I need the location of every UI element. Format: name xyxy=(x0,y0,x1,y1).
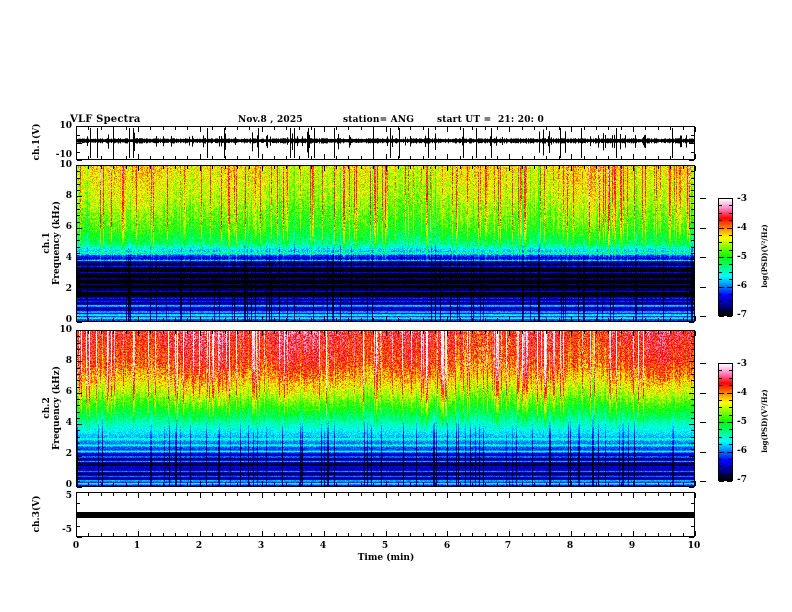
colorbar-ch1 xyxy=(718,198,733,316)
ch1-waveform-trace xyxy=(77,127,694,159)
xtick-7: 7 xyxy=(504,541,512,551)
colorbar-ch1-tick--4: -4 xyxy=(737,223,747,233)
colorbar-ch2-tick--5: -5 xyxy=(737,417,747,427)
ch1-spec-ytick-4: 4 xyxy=(65,253,72,263)
colorbar-ch1-tick--6: -6 xyxy=(737,281,747,291)
xtick-8: 8 xyxy=(566,541,574,551)
xtick-5: 5 xyxy=(381,541,389,551)
xtick-0: 0 xyxy=(72,541,80,551)
ch1-ytick-bottom: -10 xyxy=(55,150,72,160)
colorbar-ch2-tick--7: -7 xyxy=(737,475,747,485)
figure-title: VLF Spectra xyxy=(70,114,141,125)
colorbar-ch1-gradient xyxy=(719,199,732,315)
ch1-spec-ytick-0: 0 xyxy=(65,315,72,325)
ch3-ytick-bottom: -5 xyxy=(62,525,72,535)
xtick-10: 10 xyxy=(687,541,701,551)
ch3-waveform-axis-title: ch.3(V) xyxy=(32,495,42,533)
ch2-spec-ytick-2: 2 xyxy=(65,449,72,459)
station-label: station= ANG xyxy=(343,115,415,125)
xtick-1: 1 xyxy=(133,541,141,551)
colorbar-ch1-tick--3: -3 xyxy=(737,194,747,204)
colorbar-ch2-tick--6: -6 xyxy=(737,446,747,456)
ch2-spectrogram-image xyxy=(77,331,694,486)
ch3-ytick-top: 5 xyxy=(65,491,72,501)
ch1-waveform-axis-title: ch.1(V) xyxy=(32,123,42,161)
ch1-spec-ytick-2: 2 xyxy=(65,284,72,294)
ch1-spec-ytick-10: 10 xyxy=(59,160,72,170)
ch1-spectrogram-axis-title-line2: Frequency (kHz) xyxy=(52,201,62,286)
ch2-spec-ytick-4: 4 xyxy=(65,418,72,428)
colorbar-ch2-gradient xyxy=(719,364,732,480)
panel-ch1-waveform xyxy=(76,126,695,160)
ch2-spec-ytick-6: 6 xyxy=(65,387,72,397)
colorbar-ch1-label: log(PSD)(V²/Hz) xyxy=(760,224,769,288)
ch1-spec-ytick-8: 8 xyxy=(65,191,72,201)
ch3-waveform-trace xyxy=(77,493,694,536)
colorbar-ch2-tick--3: -3 xyxy=(737,359,747,369)
colorbar-ch1-tick--7: -7 xyxy=(737,310,747,320)
xtick-6: 6 xyxy=(443,541,451,551)
ch1-spectrogram-image xyxy=(77,166,694,321)
start-ut-label: start UT = 21: 20: 0 xyxy=(437,115,544,125)
observation-date: Nov.8 , 2025 xyxy=(238,115,303,125)
ch1-ytick-top: 10 xyxy=(59,121,72,131)
colorbar-ch2-tick--4: -4 xyxy=(737,388,747,398)
xtick-3: 3 xyxy=(257,541,265,551)
xtick-4: 4 xyxy=(319,541,327,551)
x-axis-title: Time (min) xyxy=(357,553,415,563)
ch1-spec-ytick-6: 6 xyxy=(65,222,72,232)
panel-ch2-spectrogram xyxy=(76,330,695,487)
ch2-spectrogram-axis-title-line2: Frequency (kHz) xyxy=(52,366,62,451)
colorbar-ch2 xyxy=(718,363,733,481)
ch2-spec-ytick-0: 0 xyxy=(65,480,72,490)
xtick-9: 9 xyxy=(628,541,636,551)
colorbar-ch2-label: log(PSD)(V²/Hz) xyxy=(760,389,769,453)
ch2-spec-ytick-10: 10 xyxy=(59,325,72,335)
xtick-2: 2 xyxy=(195,541,203,551)
panel-ch3-waveform xyxy=(76,492,695,537)
panel-ch1-spectrogram xyxy=(76,165,695,322)
ch2-spec-ytick-8: 8 xyxy=(65,356,72,366)
colorbar-ch1-tick--5: -5 xyxy=(737,252,747,262)
